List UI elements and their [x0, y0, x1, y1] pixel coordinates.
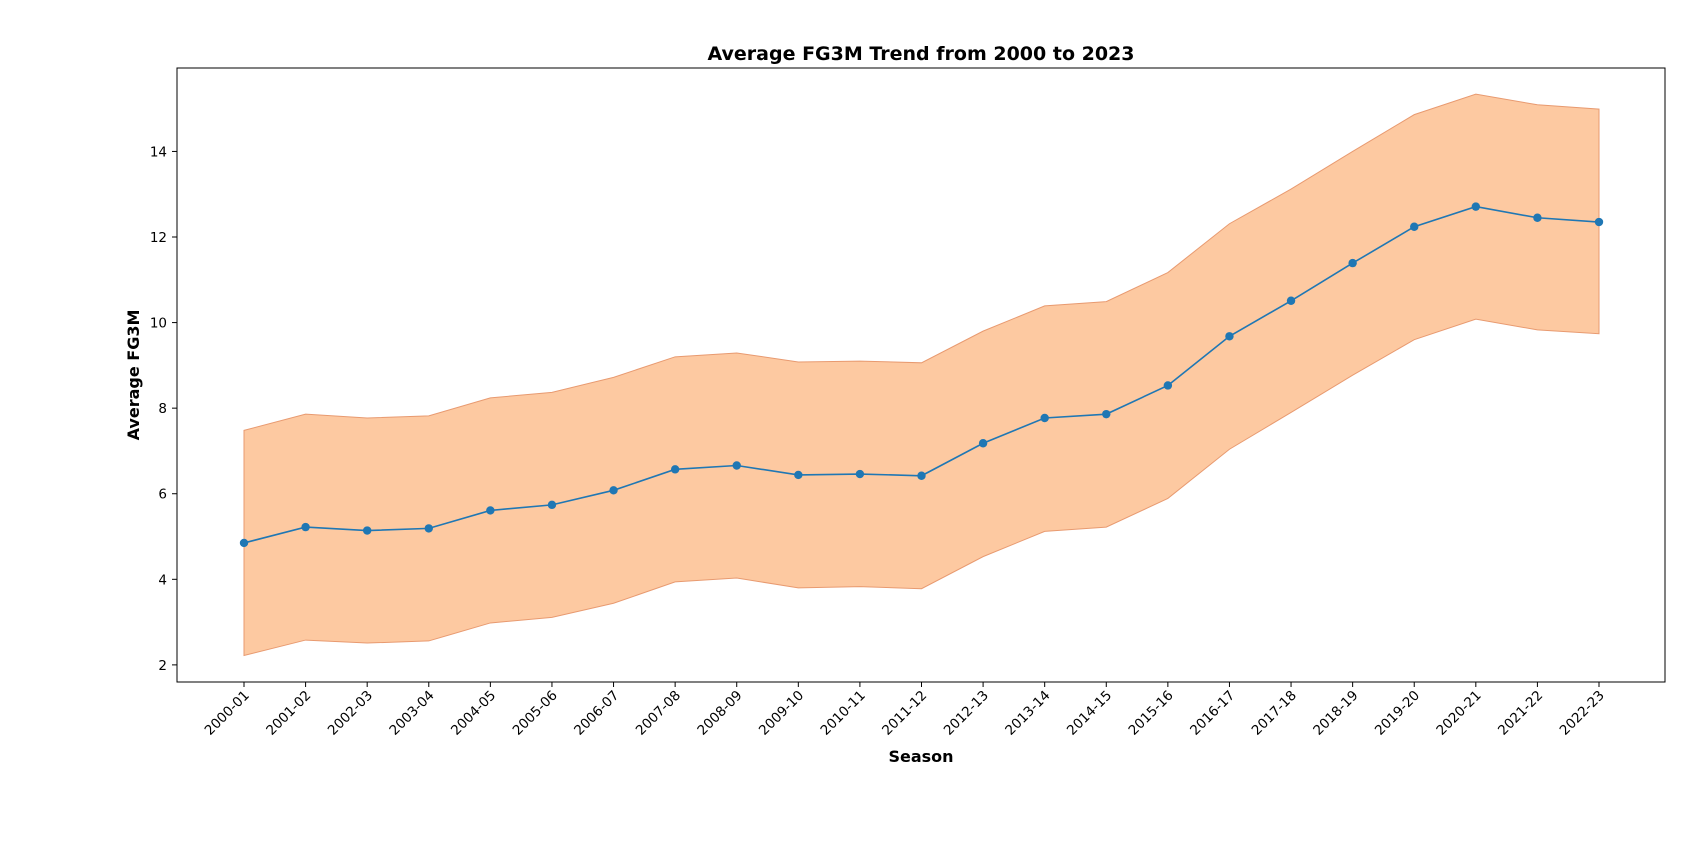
x-tick-label: 2002-03: [325, 688, 376, 739]
confidence-band-layer: [243, 93, 1600, 657]
data-point: [1163, 381, 1173, 390]
x-tick-label: 2020-21: [1433, 688, 1484, 739]
data-point: [1348, 258, 1357, 268]
x-axis-label: Season: [888, 747, 953, 766]
y-tick-label: 6: [158, 487, 167, 503]
x-tick-label: 2016-17: [1187, 688, 1238, 739]
data-point: [978, 439, 988, 448]
data-point-layer: [239, 202, 1604, 548]
x-tick-label: 2009-10: [756, 688, 807, 739]
x-tick-label: 2006-07: [571, 688, 622, 739]
x-tick-label: 2017-18: [1249, 688, 1300, 739]
data-point: [1102, 409, 1111, 419]
y-tick-label: 2: [158, 658, 167, 674]
x-tick-label: 2019-20: [1372, 688, 1423, 739]
x-tick-label: 2011-12: [879, 688, 930, 739]
data-point: [855, 469, 865, 479]
x-tick-label: 2010-11: [818, 688, 869, 739]
data-point: [670, 465, 680, 474]
x-tick-label: 2012-13: [941, 688, 992, 739]
y-tick-label: 8: [158, 401, 167, 417]
x-tick-label: 2014-15: [1064, 688, 1115, 739]
y-tick-label: 4: [158, 572, 167, 588]
data-point: [424, 524, 433, 533]
data-point: [1594, 217, 1604, 227]
x-tick-label: 2015-16: [1125, 688, 1176, 739]
x-tick-label: 2007-08: [633, 688, 684, 739]
data-point: [1286, 296, 1296, 305]
x-tick-label: 2021-22: [1495, 688, 1546, 739]
data-point: [362, 526, 372, 535]
data-point: [239, 538, 249, 548]
x-tick-label: 2004-05: [448, 688, 499, 739]
data-point: [1225, 332, 1234, 341]
data-point: [917, 471, 926, 480]
x-axis-ticks: 2000-01 2001-02 2002-03 2003-04 2004-05 2005-…: [202, 682, 1608, 739]
x-tick-label: 2022-23: [1557, 688, 1608, 739]
data-point: [732, 461, 741, 470]
x-tick-label: 2003-04: [386, 688, 437, 739]
data-point: [794, 470, 803, 480]
x-tick-label: 2005-06: [510, 688, 561, 739]
y-tick-label: 14: [150, 144, 167, 160]
data-point: [486, 506, 495, 515]
data-point: [609, 486, 618, 495]
chart-title: Average FG3M Trend from 2000 to 2023: [707, 43, 1134, 65]
data-point: [1410, 222, 1419, 231]
data-point: [547, 500, 557, 510]
y-tick-label: 10: [150, 316, 167, 332]
x-tick-label: 2000-01: [202, 688, 253, 739]
x-tick-label: 2008-09: [694, 688, 745, 739]
confidence-band: [243, 93, 1600, 657]
x-tick-label: 2001-02: [263, 688, 314, 739]
x-tick-label: 2018-19: [1310, 688, 1361, 739]
data-point: [301, 522, 310, 532]
y-axis-ticks: 2 4 6 8 10 12 14: [150, 144, 177, 674]
y-tick-label: 12: [150, 230, 167, 246]
x-tick-label: 2013-14: [1002, 688, 1053, 739]
data-point: [1471, 202, 1481, 211]
data-point: [1040, 413, 1049, 423]
y-axis-label: Average FG3M: [124, 310, 143, 441]
data-point: [1533, 213, 1542, 222]
